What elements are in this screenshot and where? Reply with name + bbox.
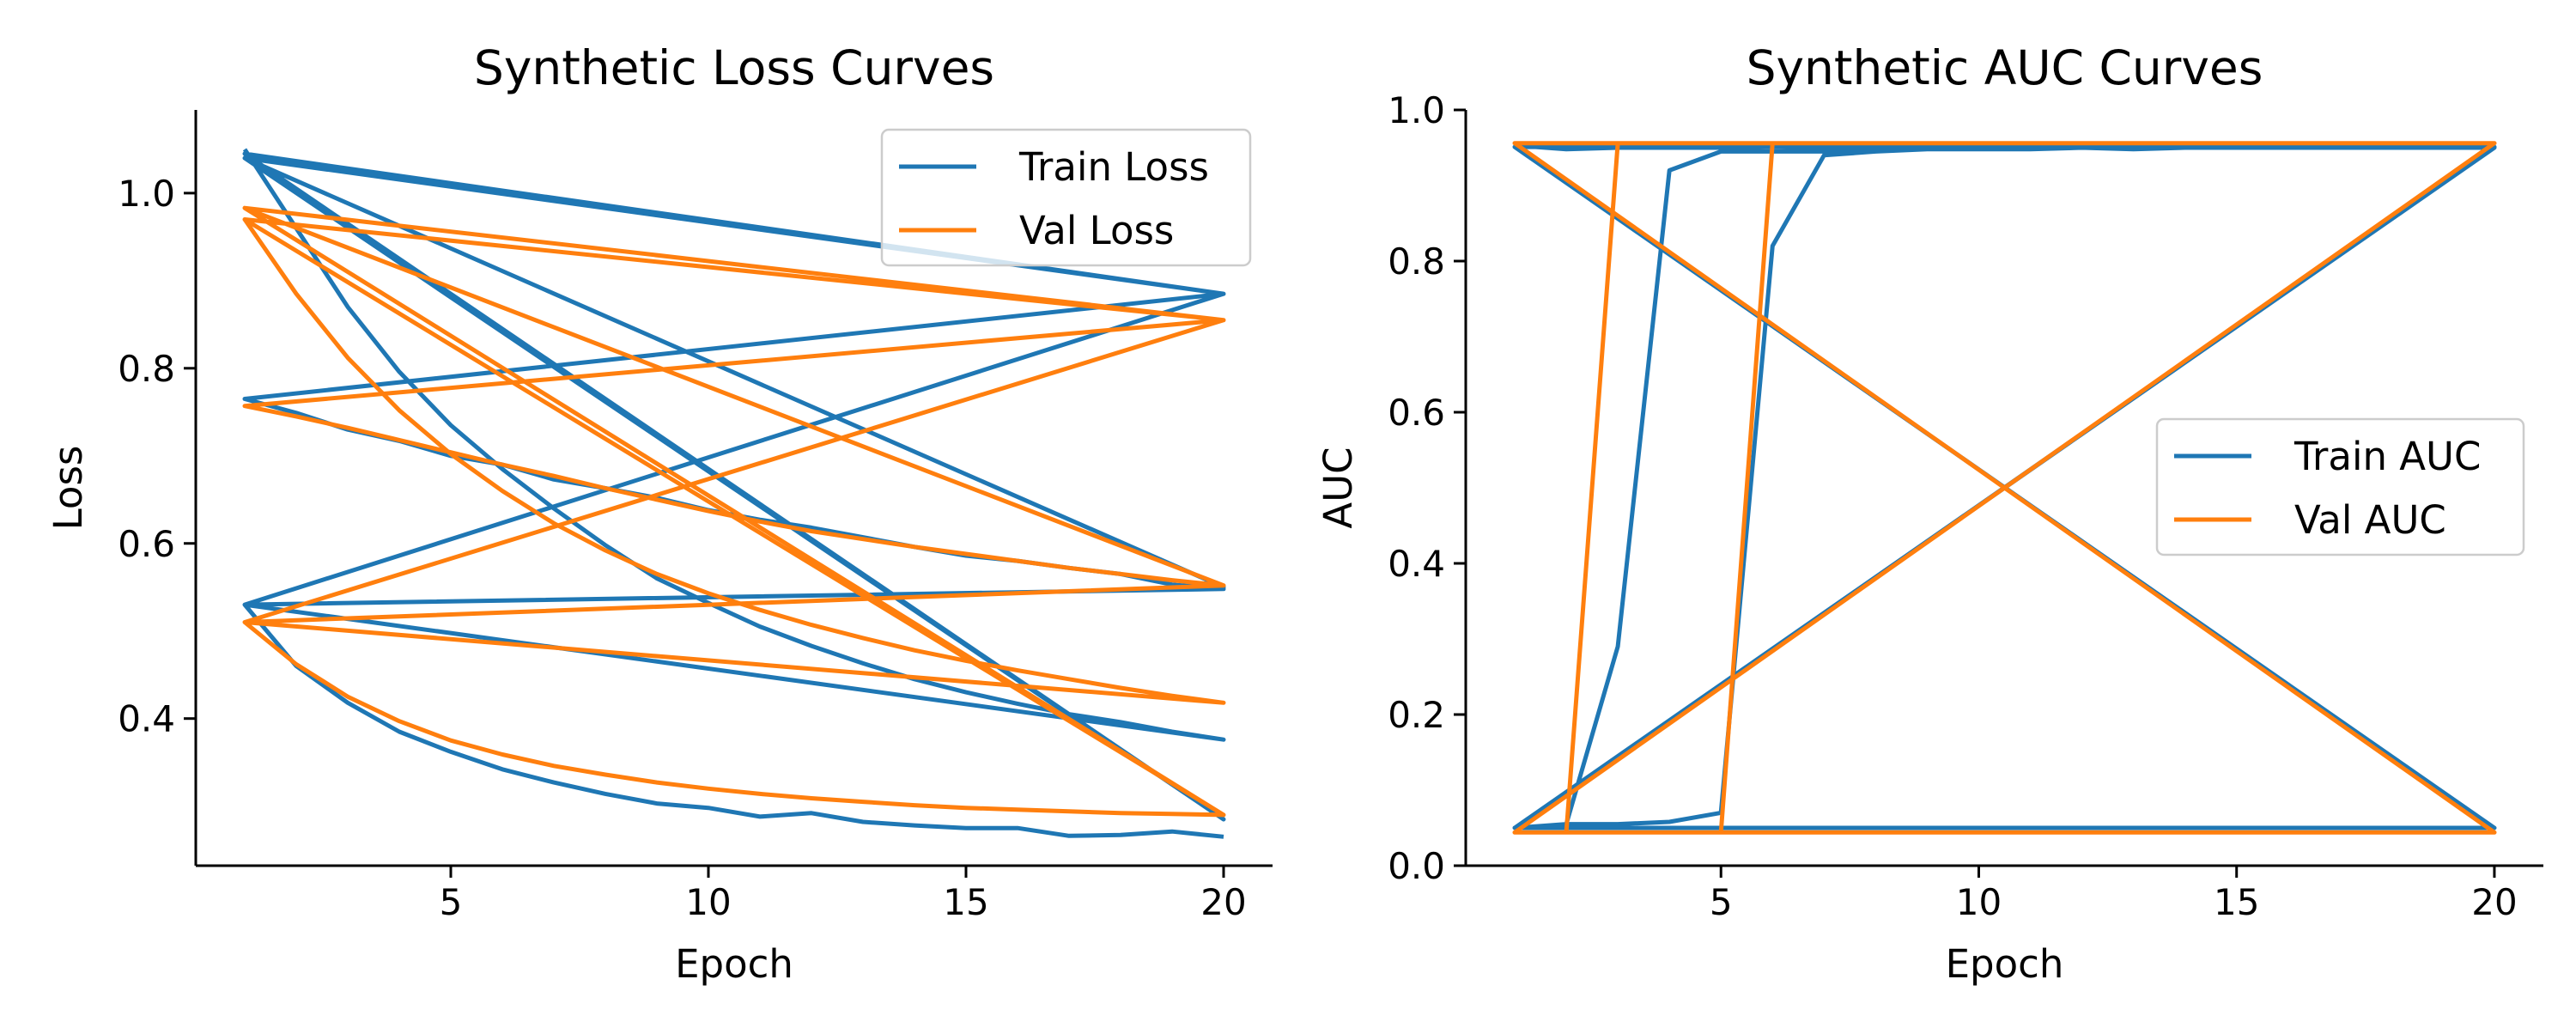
auc-y-tick-label: 0.8	[1388, 240, 1445, 283]
auc-x-tick-label: 15	[2214, 881, 2259, 923]
auc-legend-label-train: Train AUC	[2293, 434, 2481, 479]
loss-x-axis-label: Epoch	[675, 941, 793, 987]
auc-y-tick-label: 0.0	[1388, 845, 1445, 887]
auc-y-tick-label: 1.0	[1388, 89, 1445, 131]
auc-x-tick-label: 10	[1956, 881, 2002, 923]
loss-y-tick-label: 0.6	[118, 523, 175, 565]
auc-y-tick-label: 0.2	[1388, 694, 1445, 736]
loss-y-axis-label: Loss	[46, 446, 91, 531]
auc-y-axis-label: AUC	[1315, 447, 1361, 528]
loss-legend-label-val: Val Loss	[1019, 208, 1174, 253]
auc-legend: Train AUC Val AUC	[2155, 417, 2525, 557]
auc-legend-label-val: Val AUC	[2294, 497, 2446, 543]
loss-y-tick-label: 1.0	[118, 173, 175, 215]
auc-x-tick-label: 20	[2471, 881, 2517, 923]
loss-chart: 5 10 15 20 0.4 0.6 0.8 1.0 Synthetic Loss Curves…	[46, 40, 1273, 987]
auc-chart-title: Synthetic AUC Curves	[1747, 40, 2263, 95]
loss-series-val-line	[242, 205, 1226, 818]
auc-series-train-line	[1512, 143, 2497, 830]
auc-y-tick-label: 0.6	[1388, 392, 1445, 434]
loss-y-tick-label: 0.4	[118, 698, 175, 740]
auc-x-tick-label: 5	[1710, 881, 1733, 923]
loss-y-tick-label: 0.8	[118, 348, 175, 390]
loss-x-tick-label: 15	[943, 881, 988, 923]
loss-legend-label-train: Train Loss	[1018, 144, 1209, 190]
auc-y-tick-label: 0.4	[1388, 543, 1445, 585]
loss-x-tick-label: 10	[685, 881, 731, 923]
loss-x-tick-label: 20	[1200, 881, 1246, 923]
loss-x-tick-label: 5	[440, 881, 463, 923]
loss-chart-title: Synthetic Loss Curves	[474, 40, 994, 95]
auc-series-val-line	[1512, 141, 2497, 835]
auc-chart: 5 10 15 20 0.0 0.2 0.4 0.6 0.8 1.0 Synthetic AUC C…	[1315, 40, 2543, 987]
auc-x-axis-label: Epoch	[1946, 941, 2064, 987]
loss-legend: Train Loss Val Loss	[880, 128, 1252, 267]
